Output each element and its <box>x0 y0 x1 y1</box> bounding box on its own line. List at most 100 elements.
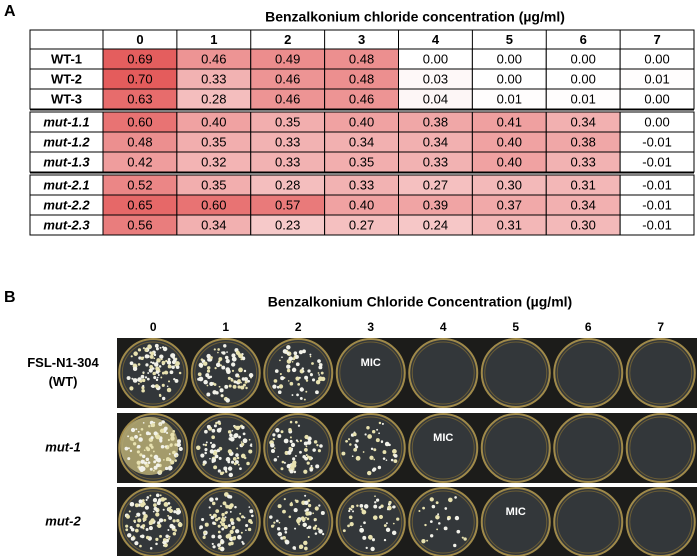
colony <box>153 431 158 436</box>
cell-value: 0.60 <box>127 114 152 129</box>
colony <box>167 357 171 361</box>
colony <box>373 448 377 452</box>
colony <box>217 469 221 473</box>
colony <box>175 454 178 457</box>
colony <box>148 526 153 531</box>
cell-value: 0.28 <box>275 177 300 192</box>
colony <box>221 512 225 517</box>
colony <box>135 515 137 518</box>
colony <box>207 357 212 362</box>
petri-dish <box>625 413 696 483</box>
colony <box>136 512 141 517</box>
cell-value: 0.33 <box>423 154 448 169</box>
column-header: 7 <box>653 32 660 47</box>
colony <box>156 509 159 513</box>
colony <box>349 443 352 446</box>
colony <box>153 376 157 380</box>
colony <box>209 513 212 517</box>
colony <box>173 378 176 381</box>
colony <box>349 521 354 527</box>
colony <box>283 526 288 531</box>
colony <box>348 515 353 520</box>
colony <box>374 495 376 498</box>
colony <box>127 435 130 438</box>
colony <box>152 469 155 472</box>
cell-value: 0.46 <box>275 91 300 106</box>
colony <box>365 546 368 550</box>
colony <box>220 505 222 507</box>
colony <box>166 385 169 388</box>
colony <box>149 454 153 457</box>
colony <box>238 353 243 359</box>
colony <box>133 351 138 356</box>
colony <box>157 521 161 525</box>
cell-value: 0.40 <box>349 114 374 129</box>
colony <box>295 376 300 381</box>
colony <box>204 443 208 447</box>
dish-rim <box>484 341 548 405</box>
colony <box>429 497 434 502</box>
colony <box>224 511 228 515</box>
colony <box>234 529 240 534</box>
cell-value: 0.00 <box>644 51 669 66</box>
colony <box>277 455 279 458</box>
row-header: mut-1.2 <box>43 134 90 149</box>
colony <box>384 441 390 447</box>
petri-dish <box>553 338 624 408</box>
dish-rim <box>629 416 693 480</box>
row-label: mut-1 <box>45 439 80 454</box>
colony <box>243 369 247 373</box>
colony <box>303 398 306 401</box>
colony <box>206 392 211 397</box>
colony <box>167 507 170 511</box>
colony <box>307 499 311 503</box>
cell-value: 0.46 <box>201 51 226 66</box>
colony <box>142 524 146 528</box>
colony <box>209 449 214 454</box>
colony <box>242 438 248 444</box>
colony <box>302 349 306 354</box>
colony <box>168 516 173 520</box>
colony <box>314 532 318 535</box>
dish-rim <box>411 490 475 554</box>
colony <box>301 367 305 370</box>
colony <box>155 512 160 517</box>
colony <box>370 546 375 552</box>
colony <box>422 506 426 510</box>
cell-value: 0.48 <box>127 134 152 149</box>
colony <box>167 465 173 471</box>
colony <box>232 536 237 541</box>
colony <box>224 525 228 529</box>
colony <box>284 539 290 545</box>
colony <box>306 517 310 521</box>
colony <box>276 527 281 531</box>
dish-rim <box>484 416 548 480</box>
column-header: 3 <box>358 32 365 47</box>
colony <box>155 369 160 374</box>
cell-value: 0.27 <box>349 217 374 232</box>
colony <box>136 523 140 528</box>
colony <box>217 530 221 534</box>
colony <box>306 455 310 459</box>
colony <box>162 544 165 547</box>
cell-value: 0.34 <box>201 217 226 232</box>
colony <box>200 453 205 458</box>
colony <box>289 381 294 386</box>
colony <box>161 346 165 349</box>
colony <box>248 438 251 441</box>
colony <box>151 423 154 426</box>
colony <box>232 525 236 529</box>
colony <box>204 451 207 455</box>
column-label: 7 <box>657 320 664 334</box>
colony <box>274 369 279 373</box>
colony <box>145 431 150 436</box>
colony <box>131 377 134 380</box>
petri-dish <box>480 487 551 556</box>
colony <box>294 420 298 424</box>
colony <box>166 431 169 435</box>
colony <box>155 537 159 541</box>
colony <box>159 346 162 349</box>
cell-value: 0.42 <box>127 154 152 169</box>
cell-value: 0.48 <box>349 71 374 86</box>
colony <box>273 447 276 449</box>
